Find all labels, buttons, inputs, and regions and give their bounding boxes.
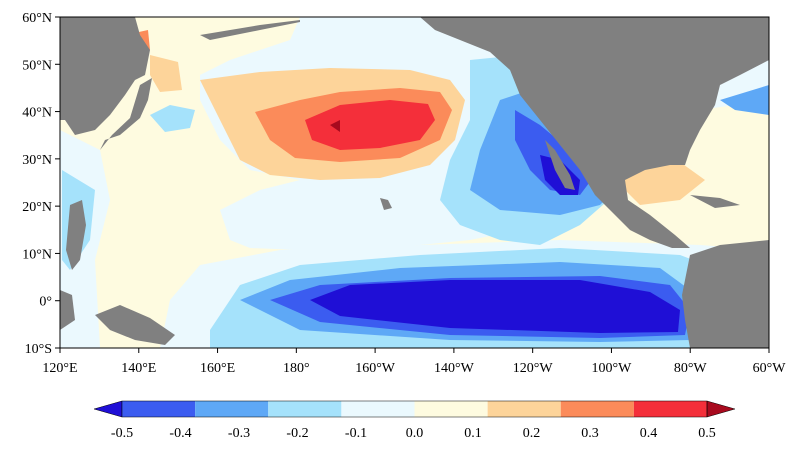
contour-pos02-gulf [625, 162, 705, 205]
land [60, 17, 769, 348]
colorbar-segment [560, 401, 634, 417]
map-panel [59, 16, 770, 349]
contour-neg05-equator [310, 280, 680, 333]
colorbar-segment [633, 401, 707, 417]
lat-tick-label: 0° [39, 295, 52, 310]
land-japan [100, 78, 152, 150]
lat-tick-label: 50°N [22, 58, 52, 73]
contour-pos05 [330, 120, 340, 132]
land-baja-california [545, 140, 575, 190]
lat-tick-label: 40°N [22, 106, 52, 121]
lon-tick-label: 160°E [200, 361, 235, 376]
colorbar-segment [268, 401, 342, 417]
lat-tick-label: 60°N [22, 11, 52, 26]
longitude-axis: 120°E 140°E 160°E 180° 160°W 140°W 120°W 100°W 8… [42, 348, 786, 376]
land-new-guinea [95, 305, 175, 345]
lon-tick-label: 60°W [753, 361, 787, 376]
latitude-axis: 60°N 50°N 40°N 30°N 20°N 10°N 0° 10°S [22, 11, 60, 357]
lon-tick-label: 140°E [121, 361, 156, 376]
colorbar-label: -0.3 [228, 426, 250, 441]
colorbar-segment [195, 401, 269, 417]
lat-tick-label: 20°N [22, 200, 52, 215]
lon-tick-label: 100°W [592, 361, 633, 376]
lon-tick-label: 80°W [674, 361, 708, 376]
land-asia [60, 17, 150, 135]
lat-tick-label: 10°N [22, 247, 52, 262]
colorbar-label: -0.1 [345, 426, 367, 441]
lat-tick-label: 30°N [22, 153, 52, 168]
colorbar-segment [487, 401, 561, 417]
land-cuba [690, 195, 740, 208]
lon-tick-label: 180° [283, 361, 310, 376]
colorbar-label: 0.4 [640, 426, 658, 441]
colorbar-label: 0.5 [698, 426, 716, 441]
colorbar-segment-max [706, 400, 736, 418]
land-philippines [66, 200, 86, 270]
map-frame [59, 16, 770, 349]
colorbar-segment-min [93, 400, 123, 418]
contour-pos04 [305, 100, 435, 150]
contour-neg-atlantic [720, 85, 769, 115]
lon-tick-label: 160°W [355, 361, 396, 376]
colorbar-label: -0.2 [286, 426, 308, 441]
colorbar-frame [121, 400, 708, 418]
colorbar-label: -0.4 [169, 426, 191, 441]
lat-tick-label: 10°S [25, 342, 52, 357]
colorbar-label: -0.5 [111, 426, 133, 441]
land-north-america [420, 17, 769, 248]
lon-tick-label: 120°E [42, 361, 77, 376]
colorbar: -0.5 -0.4 -0.3 -0.2 -0.1 0.0 0.1 0.2 0.3 0.4 0.5 [93, 400, 736, 441]
contour-neg02-kuroshio [150, 105, 195, 132]
colorbar-label: 0.0 [406, 426, 424, 441]
colorbar-segment [414, 401, 488, 417]
colorbar-label: 0.2 [523, 426, 541, 441]
contour-pos02-okhotsk [150, 55, 182, 92]
colorbar-segment [122, 401, 196, 417]
land-aleutians [200, 20, 300, 40]
colorbar-label: 0.1 [464, 426, 482, 441]
land-borneo-sulawesi [60, 290, 75, 330]
lon-tick-label: 140°W [434, 361, 475, 376]
land-south-america [682, 240, 769, 348]
colorbar-segment [341, 401, 415, 417]
lon-tick-label: 120°W [513, 361, 554, 376]
land-hawaii [380, 198, 392, 210]
colorbar-label: 0.3 [581, 426, 599, 441]
